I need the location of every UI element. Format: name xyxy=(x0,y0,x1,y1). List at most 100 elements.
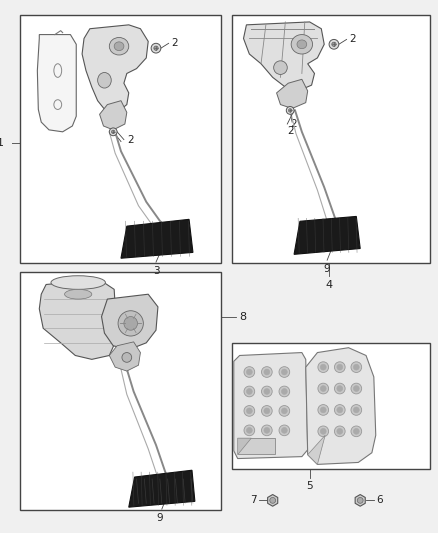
Circle shape xyxy=(244,425,254,435)
Text: 2: 2 xyxy=(290,119,297,129)
Circle shape xyxy=(337,429,343,434)
Polygon shape xyxy=(355,495,365,506)
Circle shape xyxy=(261,386,272,397)
Circle shape xyxy=(353,386,359,391)
Circle shape xyxy=(279,367,290,377)
Circle shape xyxy=(335,362,345,373)
Text: 9: 9 xyxy=(156,513,163,523)
Circle shape xyxy=(286,107,294,114)
Circle shape xyxy=(318,405,328,415)
Bar xyxy=(232,343,430,469)
Circle shape xyxy=(261,367,272,377)
Circle shape xyxy=(110,128,117,136)
Polygon shape xyxy=(129,470,195,507)
Text: 4: 4 xyxy=(325,280,332,289)
Polygon shape xyxy=(37,35,76,132)
Circle shape xyxy=(247,427,252,433)
Circle shape xyxy=(320,386,326,391)
Ellipse shape xyxy=(51,276,106,289)
Circle shape xyxy=(329,39,339,49)
Ellipse shape xyxy=(118,311,143,336)
Polygon shape xyxy=(276,79,307,109)
Text: 2: 2 xyxy=(172,38,178,49)
Circle shape xyxy=(154,46,158,51)
Text: 7: 7 xyxy=(251,495,257,505)
Text: 3: 3 xyxy=(153,266,159,276)
Circle shape xyxy=(270,497,276,503)
Circle shape xyxy=(320,429,326,434)
Polygon shape xyxy=(244,22,324,91)
Polygon shape xyxy=(268,495,278,506)
Text: 2: 2 xyxy=(350,35,356,44)
Circle shape xyxy=(337,407,343,413)
Circle shape xyxy=(244,367,254,377)
Ellipse shape xyxy=(110,37,129,55)
Text: 8: 8 xyxy=(240,312,247,321)
Circle shape xyxy=(279,425,290,435)
Circle shape xyxy=(353,407,359,413)
Circle shape xyxy=(247,389,252,394)
Circle shape xyxy=(282,427,287,433)
Circle shape xyxy=(264,408,270,414)
Bar xyxy=(20,272,221,510)
Circle shape xyxy=(151,43,161,53)
Circle shape xyxy=(261,406,272,416)
Circle shape xyxy=(353,364,359,370)
Circle shape xyxy=(289,109,292,112)
Circle shape xyxy=(244,406,254,416)
Ellipse shape xyxy=(297,40,307,49)
Circle shape xyxy=(247,369,252,375)
Circle shape xyxy=(282,408,287,414)
Bar xyxy=(238,438,275,454)
Polygon shape xyxy=(307,435,325,464)
Ellipse shape xyxy=(64,289,92,299)
Circle shape xyxy=(264,389,270,394)
Polygon shape xyxy=(39,280,117,359)
Circle shape xyxy=(279,406,290,416)
Text: 1: 1 xyxy=(0,139,4,149)
Circle shape xyxy=(353,429,359,434)
Ellipse shape xyxy=(124,317,138,330)
Polygon shape xyxy=(238,438,251,455)
Circle shape xyxy=(247,408,252,414)
Circle shape xyxy=(111,130,115,134)
Polygon shape xyxy=(82,25,148,112)
Text: 2: 2 xyxy=(287,126,293,136)
Circle shape xyxy=(335,426,345,437)
Ellipse shape xyxy=(274,61,287,75)
Circle shape xyxy=(244,386,254,397)
Circle shape xyxy=(357,497,363,503)
Circle shape xyxy=(335,383,345,394)
Polygon shape xyxy=(306,348,376,464)
Circle shape xyxy=(261,425,272,435)
Circle shape xyxy=(351,426,362,437)
Circle shape xyxy=(279,386,290,397)
Circle shape xyxy=(318,426,328,437)
Circle shape xyxy=(351,405,362,415)
Circle shape xyxy=(320,407,326,413)
Circle shape xyxy=(318,362,328,373)
Polygon shape xyxy=(99,101,127,130)
Circle shape xyxy=(351,383,362,394)
Circle shape xyxy=(282,389,287,394)
Circle shape xyxy=(332,42,336,46)
Polygon shape xyxy=(110,342,141,371)
Circle shape xyxy=(282,369,287,375)
Text: 5: 5 xyxy=(306,481,313,491)
Circle shape xyxy=(264,369,270,375)
Polygon shape xyxy=(121,220,193,258)
Ellipse shape xyxy=(291,35,313,54)
Polygon shape xyxy=(294,216,360,254)
Circle shape xyxy=(337,386,343,391)
Polygon shape xyxy=(102,294,158,350)
Text: 6: 6 xyxy=(376,495,382,505)
Text: 9: 9 xyxy=(324,264,330,274)
Text: 2: 2 xyxy=(127,135,134,144)
Circle shape xyxy=(320,364,326,370)
Circle shape xyxy=(351,362,362,373)
Ellipse shape xyxy=(98,72,111,88)
Bar xyxy=(232,15,430,263)
Circle shape xyxy=(318,383,328,394)
Circle shape xyxy=(122,352,132,362)
Circle shape xyxy=(335,405,345,415)
